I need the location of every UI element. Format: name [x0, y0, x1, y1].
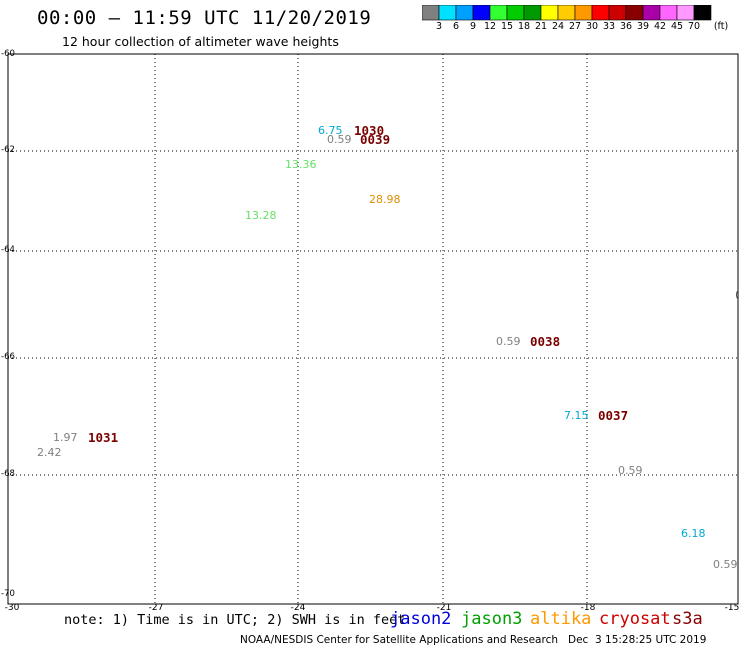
colorbar-tick-label: 12	[483, 21, 497, 32]
wave-height-label: 13.36	[285, 158, 317, 171]
wave-height-label: 28.98	[369, 193, 401, 206]
y-tick-label: -66	[1, 352, 15, 362]
satellite-legend-jason2: jason2	[390, 609, 452, 629]
credit-text: NOAA/NESDIS Center for Satellite Applica…	[240, 634, 558, 646]
pass-time-label: 0038	[530, 334, 561, 349]
x-tick-label: -18	[580, 603, 596, 613]
colorbar-swatch	[693, 5, 712, 21]
wave-height-label: 0.59	[496, 335, 521, 348]
map-subtitle: 12 hour collection of altimeter wave hei…	[62, 34, 339, 49]
pass-time-label: 0039	[360, 132, 391, 147]
wave-height-label: 6.75	[318, 124, 343, 137]
y-tick-label: -68	[1, 469, 15, 479]
colorbar-tick-label: 24	[551, 21, 565, 32]
colorbar-tick-label: 27	[568, 21, 582, 32]
pass-time-label: 0037	[598, 408, 629, 423]
colorbar-tick-label: 3	[435, 21, 443, 32]
colorbar	[422, 5, 712, 21]
plot-frame	[7, 53, 739, 605]
colorbar-tick-label: 45	[670, 21, 684, 32]
y-tick-label: -64	[1, 245, 15, 255]
clipped-label-mark: (	[735, 288, 740, 301]
colorbar-unit: (ft)	[713, 21, 729, 32]
y-tick-label: -62	[1, 145, 15, 155]
generation-timestamp: Dec 3 15:28:25 UTC 2019	[568, 634, 707, 646]
colorbar-tick-label: 36	[619, 21, 633, 32]
satellite-legend-s3a: s3a	[672, 609, 703, 629]
x-tick-label: -27	[148, 603, 164, 613]
colorbar-tick-label: 42	[653, 21, 667, 32]
colorbar-tick-label: 21	[534, 21, 548, 32]
satellite-legend-altika: altika	[530, 609, 592, 629]
colorbar-tick-label: 33	[602, 21, 616, 32]
colorbar-tick-label: 15	[500, 21, 514, 32]
colorbar-tick-label: 70	[687, 21, 701, 32]
satellite-legend-cryosat: cryosat	[599, 609, 671, 629]
wave-height-label: 2.42	[37, 446, 62, 459]
x-tick-label: -21	[436, 603, 452, 613]
wave-height-label: 0.59	[713, 558, 738, 571]
footer-credit: NOAA/NESDIS Center for Satellite Applica…	[240, 634, 706, 646]
wave-height-label: 0.59	[327, 133, 352, 146]
colorbar-tick-label: 18	[517, 21, 531, 32]
wave-height-label: 1.97	[53, 431, 78, 444]
wave-height-label: 7.15	[564, 409, 589, 422]
y-tick-label: -70	[1, 589, 15, 599]
y-tick-label: -60	[1, 49, 15, 59]
x-tick-label: -30	[4, 603, 20, 613]
colorbar-tick-label: 6	[452, 21, 460, 32]
map-title: 00:00 – 11:59 UTC 11/20/2019	[37, 7, 372, 29]
pass-time-label: 1031	[88, 430, 119, 445]
pass-time-label: 1030	[354, 123, 385, 138]
x-tick-label: -24	[290, 603, 306, 613]
colorbar-tick-label: 9	[469, 21, 477, 32]
colorbar-tick-label: 30	[585, 21, 599, 32]
grid-lines	[8, 54, 738, 604]
footer-note: note: 1) Time is in UTC; 2) SWH is in fe…	[64, 612, 406, 628]
wave-height-label: 0.59	[618, 464, 643, 477]
wave-height-label: 13.28	[245, 209, 277, 222]
wave-height-label: 6.18	[681, 527, 706, 540]
colorbar-tick-label: 39	[636, 21, 650, 32]
satellite-legend-jason3: jason3	[461, 609, 523, 629]
x-tick-label: -15	[724, 603, 740, 613]
